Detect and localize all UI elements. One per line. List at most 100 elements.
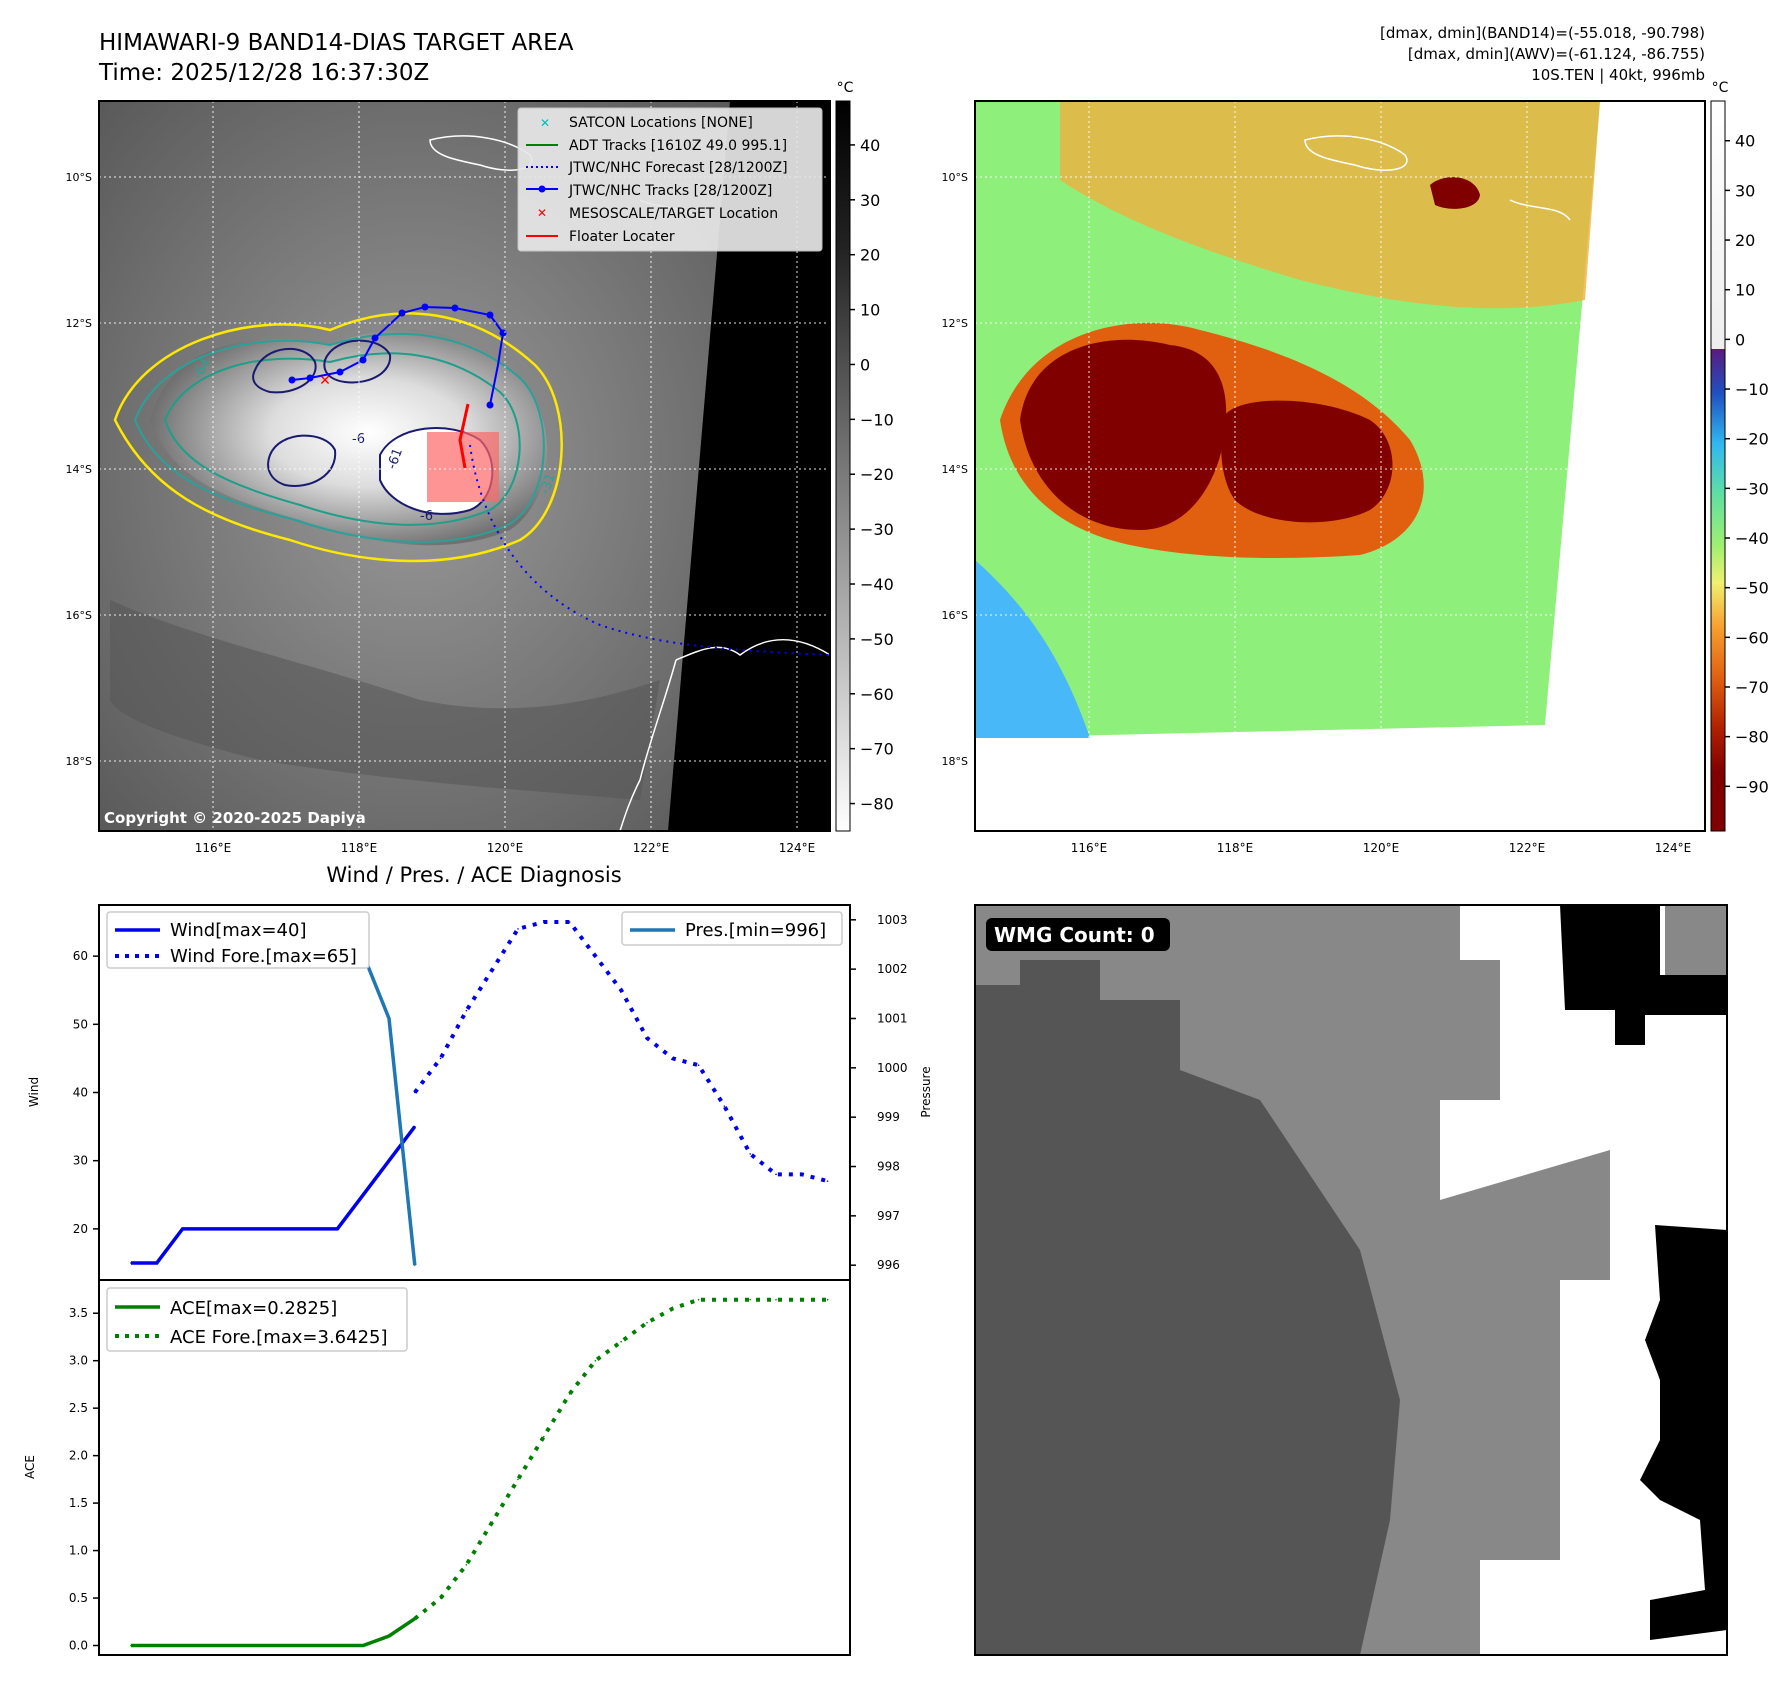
wind-point: [233, 1228, 235, 1230]
wind-forecast-point: [775, 1173, 777, 1176]
pressure-tick-label: 1001: [877, 1011, 908, 1025]
wind-points: [130, 1125, 416, 1264]
wind-point: [285, 1228, 287, 1230]
wind-point: [388, 1159, 390, 1162]
ace-tick-label: 0.0: [69, 1639, 88, 1653]
pressure-legend: Pres.[min=996]: [621, 911, 843, 946]
awv-colorbar-tick-label: −50: [1735, 579, 1769, 598]
wind-forecast-point: [543, 921, 545, 923]
awv-colorbar-tick-label: −40: [1735, 529, 1769, 548]
pressure-tick-label: 1000: [877, 1061, 908, 1075]
wind-axis-label: Wind: [27, 1077, 41, 1107]
ace-tick-label: 1.0: [69, 1544, 88, 1558]
ace-forecast-point: [439, 1597, 442, 1599]
awv-colorbar-unit: °C: [1712, 80, 1729, 96]
ace-point: [130, 1644, 132, 1647]
coastline-ir: [619, 639, 830, 831]
awv-colorbar-tick-label: −80: [1735, 728, 1769, 747]
wind-tick-label: 60: [73, 949, 88, 963]
legend-label-floater: Floater Locater: [569, 229, 675, 245]
wind-forecast-point: [568, 921, 571, 923]
awv-colorbar-tick-label: −90: [1735, 777, 1769, 796]
awv-colorbar-ramp: [1710, 100, 1726, 832]
ace-forecast-point: [465, 1564, 468, 1566]
wmg-panel: WMG Count: 0: [974, 904, 1728, 1656]
wind-point: [181, 1228, 184, 1230]
ace-point: [207, 1644, 210, 1647]
pressure-tick-label: 1003: [877, 913, 908, 927]
wind-point: [130, 1262, 132, 1264]
figure-time: Time: 2025/12/28 16:37:30Z: [98, 60, 429, 86]
jtwc-forecast-track: [469, 444, 830, 656]
legend-marker-satcon: ✕: [540, 116, 550, 130]
wind-forecast-point: [465, 1009, 468, 1012]
info-storm: 10S.TEN | 40kt, 996mb: [1531, 66, 1705, 84]
ace-observed-line: [131, 1617, 416, 1648]
ace-axis-ticks: 0.0 0.5 1.0 1.5 2.0 2.5 3.0 3.5: [69, 1306, 99, 1653]
ace-axis-label: ACE: [23, 1455, 37, 1479]
ace-tick-label: 3.0: [69, 1354, 88, 1368]
ir-lat-label-14: 14°S: [66, 463, 92, 476]
ir-colorbar-tick-label: 20: [860, 246, 880, 265]
wind-forecast-point: [697, 1064, 700, 1067]
legend-label-tracks: JTWC/NHC Tracks [28/1200Z]: [568, 183, 772, 199]
ir-lon-label-122: 122°E: [633, 841, 670, 855]
ace-forecast-point: [672, 1307, 674, 1310]
awv-colorbar-tick-label: −20: [1735, 430, 1769, 449]
wmg-count-badge: [986, 918, 1170, 951]
wind-forecast-point: [801, 1173, 803, 1176]
awv-colorbar-tick-label: −70: [1735, 678, 1769, 697]
ace-tick-label: 1.5: [69, 1496, 88, 1510]
wind-axis-ticks: 20 30 40 50 60: [73, 949, 99, 1236]
awv-dark-core-west: [1020, 339, 1227, 530]
ace-forecast-point: [749, 1298, 751, 1301]
wind-observed-line: [131, 1125, 417, 1265]
ir-lon-label-116: 116°E: [195, 841, 232, 855]
pressure-point: [388, 1017, 390, 1020]
ir-lon-labels: 116°E 118°E 120°E 122°E 124°E: [195, 841, 816, 855]
wind-forecast-point: [826, 1180, 829, 1182]
wind-forecast-points: [414, 921, 829, 1182]
wind-forecast-point: [414, 1091, 416, 1094]
wind-legend-box: [106, 911, 370, 969]
wind-fore-legend-label: Wind Fore.[max=65]: [170, 946, 357, 967]
awv-colorbar-tick-label: 30: [1735, 181, 1755, 200]
awv-dark-core-east: [1221, 400, 1393, 523]
ace-forecast-point: [414, 1617, 416, 1620]
ace-forecast-point: [697, 1298, 700, 1301]
legend-label-forecast: JTWC/NHC Forecast [28/1200Z]: [568, 160, 788, 176]
pressure-tick-label: 999: [877, 1110, 900, 1124]
ace-point: [336, 1644, 339, 1647]
ace-point: [233, 1644, 235, 1647]
contour-navy-mid: [267, 434, 337, 487]
awv-lat-label-16: 16°S: [942, 609, 968, 622]
ir-lon-label-118: 118°E: [341, 841, 378, 855]
pressure-tick-label: 996: [877, 1258, 900, 1272]
contour-label-5: -31: [538, 471, 559, 496]
awv-warm-band-north: [1060, 101, 1600, 309]
wind-forecast-point: [620, 989, 622, 992]
pressure-legend-label: Pres.[min=996]: [685, 920, 826, 941]
ace-point: [310, 1644, 313, 1647]
awv-lat-label-10: 10°S: [942, 171, 968, 184]
ace-tick-label: 2.5: [69, 1401, 88, 1415]
ir-colorbar-tick-label: −70: [860, 740, 894, 759]
figure-title: HIMAWARI-9 BAND14-DIAS TARGET AREA: [99, 30, 574, 56]
wmg-black-region-e: [1640, 1225, 1727, 1640]
wind-point: [156, 1262, 158, 1264]
floater-locater-line: [458, 403, 470, 469]
wind-point: [259, 1228, 261, 1230]
info-awv: [dmax, dmin](AWV)=(-61.124, -86.755): [1408, 45, 1705, 63]
ir-colorbar-tick-label: −30: [860, 520, 894, 539]
ir-colorbar-ticks: 40 30 20 10 0 −10 −20 −30 −40 −50 −60 −70 −80: [850, 136, 894, 814]
ace-chart: 0.0 0.5 1.0 1.5 2.0 2.5 3.0 3.5 ACE ACE[max=0.2…: [23, 1279, 851, 1656]
ir-colorbar-tick-label: 10: [860, 301, 880, 320]
awv-colorbar-tick-label: 0: [1735, 330, 1745, 349]
ace-point: [156, 1644, 158, 1647]
pressure-axis-label: Pressure: [919, 1066, 933, 1117]
ace-forecast-point: [568, 1393, 571, 1395]
ir-colorbar-tick-label: 0: [860, 355, 870, 374]
info-band14: [dmax, dmin](BAND14)=(-55.018, -90.798): [1380, 24, 1705, 42]
legend-label-adt: ADT Tracks [1610Z 49.0 995.1]: [569, 138, 787, 154]
